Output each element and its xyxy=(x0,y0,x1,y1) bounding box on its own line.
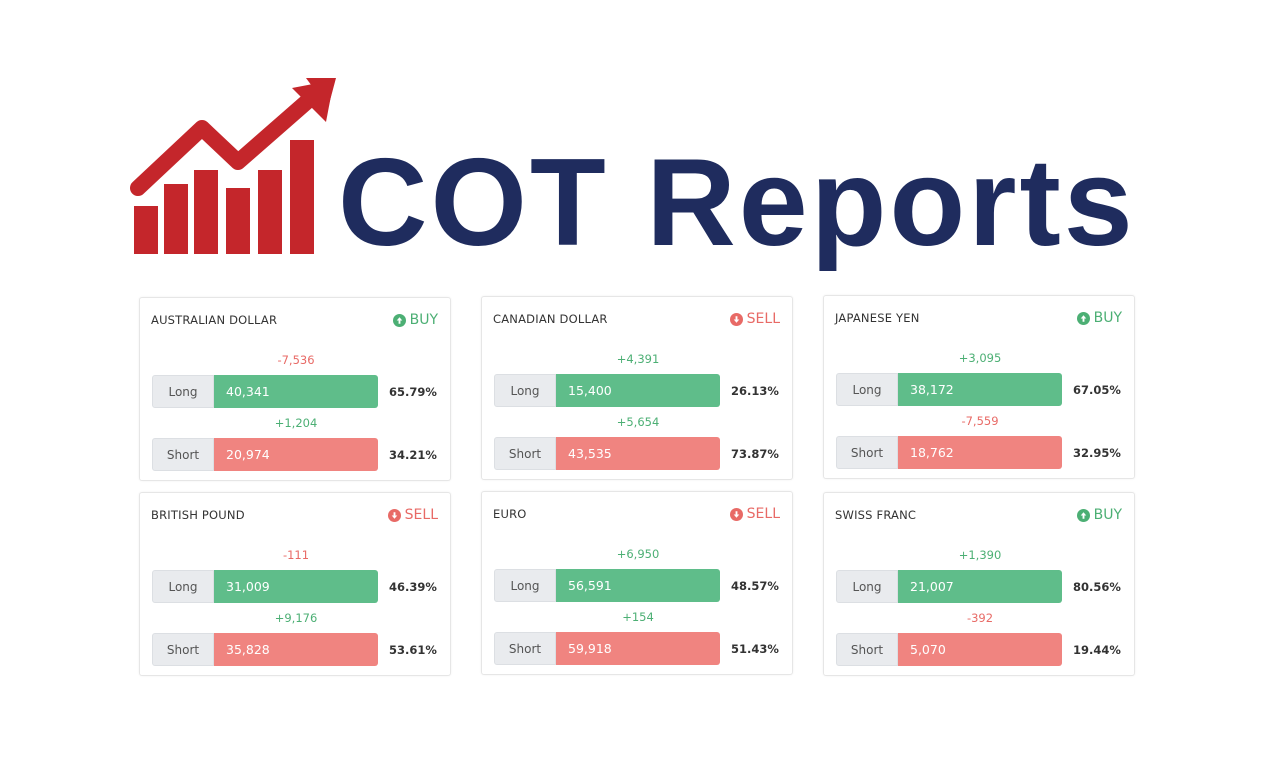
short-percent: 32.95% xyxy=(1073,445,1121,460)
short-change: +1,204 xyxy=(274,416,318,430)
short-row: Short 35,828 53.61% xyxy=(152,633,452,666)
currency-card: JAPANESE YEN BUY +3,095 Long 38,172 67.0… xyxy=(823,295,1135,479)
arrow-up-circle-icon xyxy=(1076,508,1090,522)
currency-card: EURO SELL +6,950 Long 56,591 48.57% +154… xyxy=(481,491,793,675)
currency-name: CANADIAN DOLLAR xyxy=(493,312,608,326)
long-percent: 65.79% xyxy=(389,384,437,399)
short-row: Short 18,762 32.95% xyxy=(836,436,1136,469)
short-label: Short xyxy=(836,633,898,666)
short-bar: 5,070 xyxy=(898,633,1062,666)
long-percent: 67.05% xyxy=(1073,382,1121,397)
long-change: +6,950 xyxy=(616,547,660,561)
short-change: -7,559 xyxy=(961,414,999,428)
short-row: Short 43,535 73.87% xyxy=(494,437,794,470)
signal-label: SELL xyxy=(746,506,780,522)
long-bar: 40,341 xyxy=(214,375,378,408)
short-percent: 34.21% xyxy=(389,447,437,462)
signal-label: SELL xyxy=(404,507,438,523)
long-label: Long xyxy=(494,374,556,407)
signal-label: BUY xyxy=(1093,507,1122,523)
long-bar: 21,007 xyxy=(898,570,1062,603)
short-change: +5,654 xyxy=(616,415,660,429)
short-row: Short 20,974 34.21% xyxy=(152,438,452,471)
short-bar: 20,974 xyxy=(214,438,378,471)
short-percent: 51.43% xyxy=(731,641,779,656)
signal-label: BUY xyxy=(409,312,438,328)
long-row: Long 38,172 67.05% xyxy=(836,373,1136,406)
long-percent: 48.57% xyxy=(731,578,779,593)
currency-card: BRITISH POUND SELL -111 Long 31,009 46.3… xyxy=(139,492,451,676)
short-bar: 18,762 xyxy=(898,436,1062,469)
long-row: Long 31,009 46.39% xyxy=(152,570,452,603)
long-change: -111 xyxy=(282,548,310,562)
short-bar: 59,918 xyxy=(556,632,720,665)
long-bar: 31,009 xyxy=(214,570,378,603)
arrow-up-circle-icon xyxy=(1076,311,1090,325)
short-label: Short xyxy=(152,438,214,471)
long-row: Long 40,341 65.79% xyxy=(152,375,452,408)
long-label: Long xyxy=(836,373,898,406)
long-bar: 56,591 xyxy=(556,569,720,602)
signal-badge: BUY xyxy=(392,312,438,328)
long-percent: 46.39% xyxy=(389,579,437,594)
long-percent: 26.13% xyxy=(731,383,779,398)
short-label: Short xyxy=(836,436,898,469)
arrow-down-circle-icon xyxy=(387,508,401,522)
signal-label: BUY xyxy=(1093,310,1122,326)
currency-name: EURO xyxy=(493,507,527,521)
long-label: Long xyxy=(152,375,214,408)
long-label: Long xyxy=(152,570,214,603)
currency-name: SWISS FRANC xyxy=(835,508,917,522)
long-percent: 80.56% xyxy=(1073,579,1121,594)
long-bar: 38,172 xyxy=(898,373,1062,406)
short-label: Short xyxy=(494,632,556,665)
long-row: Long 15,400 26.13% xyxy=(494,374,794,407)
signal-badge: BUY xyxy=(1076,310,1122,326)
short-change: -392 xyxy=(966,611,994,625)
long-change: +3,095 xyxy=(958,351,1002,365)
currency-card: AUSTRALIAN DOLLAR BUY -7,536 Long 40,341… xyxy=(139,297,451,481)
signal-badge: SELL xyxy=(729,311,780,327)
arrow-up-circle-icon xyxy=(392,313,406,327)
logo-chart-arrow-icon xyxy=(130,78,336,254)
short-change: +9,176 xyxy=(274,611,318,625)
short-row: Short 59,918 51.43% xyxy=(494,632,794,665)
signal-label: SELL xyxy=(746,311,780,327)
long-label: Long xyxy=(494,569,556,602)
currency-name: BRITISH POUND xyxy=(151,508,245,522)
long-label: Long xyxy=(836,570,898,603)
short-percent: 53.61% xyxy=(389,642,437,657)
arrow-down-circle-icon xyxy=(729,507,743,521)
signal-badge: BUY xyxy=(1076,507,1122,523)
short-row: Short 5,070 19.44% xyxy=(836,633,1136,666)
short-bar: 43,535 xyxy=(556,437,720,470)
currency-name: AUSTRALIAN DOLLAR xyxy=(151,313,278,327)
signal-badge: SELL xyxy=(729,506,780,522)
long-row: Long 56,591 48.57% xyxy=(494,569,794,602)
currency-card: CANADIAN DOLLAR SELL +4,391 Long 15,400 … xyxy=(481,296,793,480)
short-bar: 35,828 xyxy=(214,633,378,666)
short-percent: 73.87% xyxy=(731,446,779,461)
long-change: +1,390 xyxy=(958,548,1002,562)
long-change: +4,391 xyxy=(616,352,660,366)
signal-badge: SELL xyxy=(387,507,438,523)
currency-name: JAPANESE YEN xyxy=(835,311,920,325)
brand-title: COT Reports xyxy=(338,134,1136,272)
long-bar: 15,400 xyxy=(556,374,720,407)
arrow-down-circle-icon xyxy=(729,312,743,326)
short-label: Short xyxy=(152,633,214,666)
short-change: +154 xyxy=(622,610,654,624)
long-row: Long 21,007 80.56% xyxy=(836,570,1136,603)
currency-card: SWISS FRANC BUY +1,390 Long 21,007 80.56… xyxy=(823,492,1135,676)
short-percent: 19.44% xyxy=(1073,642,1121,657)
short-label: Short xyxy=(494,437,556,470)
long-change: -7,536 xyxy=(277,353,315,367)
